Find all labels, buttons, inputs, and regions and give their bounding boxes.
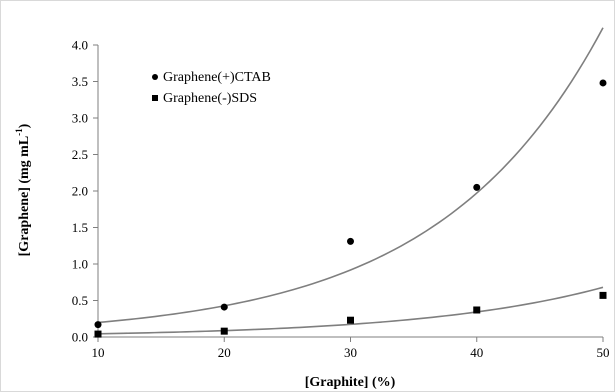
y-tick-label: 0.5	[72, 293, 88, 308]
legend-label-ctab: Graphene(+)CTAB	[163, 70, 271, 85]
trendline-sds	[97, 286, 604, 335]
x-axis-title: [Graphite] (%)	[305, 375, 396, 390]
y-tick-label: 0.0	[72, 330, 88, 345]
sds-point	[220, 327, 228, 335]
y-tick-label: 2.5	[72, 147, 88, 162]
sds-point	[347, 316, 354, 324]
x-tick-label: 40	[470, 345, 483, 360]
sds-point	[599, 291, 607, 299]
x-tick-label: 20	[218, 345, 231, 360]
x-tick-label: 50	[597, 345, 610, 360]
y-tick-label: 4.0	[72, 38, 88, 53]
y-tick-label: 1.0	[72, 257, 88, 272]
y-tick-label: 1.5	[72, 220, 88, 235]
axes: 0.0 0.5 1.0 1.5 2.0 2.5 3.0 3.5 4.0 10 20 30 40 50	[72, 38, 610, 361]
legend-marker-sds	[152, 95, 158, 101]
legend-marker-ctab	[152, 74, 158, 80]
y-tick-label: 2.0	[72, 184, 88, 199]
y-axis-title-close: )	[17, 123, 32, 128]
x-tick-label: 10	[92, 345, 105, 360]
y-axis-title-main: [Graphene] (mg mL	[17, 136, 32, 257]
ctab-point	[347, 237, 354, 245]
ctab-point	[220, 303, 228, 311]
y-tick-label: 3.0	[72, 111, 88, 126]
trendline-ctab	[97, 27, 604, 324]
y-axis-title: [Graphene] (mg mL-1)	[14, 123, 32, 256]
y-tick-label: 3.5	[72, 74, 88, 89]
ctab-point	[473, 183, 481, 191]
legend: Graphene(+)CTAB Graphene(-)SDS	[152, 70, 271, 106]
sds-point	[94, 330, 102, 338]
ctab-point	[599, 79, 607, 87]
legend-label-sds: Graphene(-)SDS	[163, 91, 257, 106]
trendlines	[97, 27, 604, 335]
data-markers	[94, 79, 607, 338]
y-axis-title-superscript: -1	[14, 128, 24, 136]
ctab-point	[94, 321, 102, 329]
sds-point	[473, 306, 481, 314]
x-tick-label: 30	[344, 345, 357, 360]
